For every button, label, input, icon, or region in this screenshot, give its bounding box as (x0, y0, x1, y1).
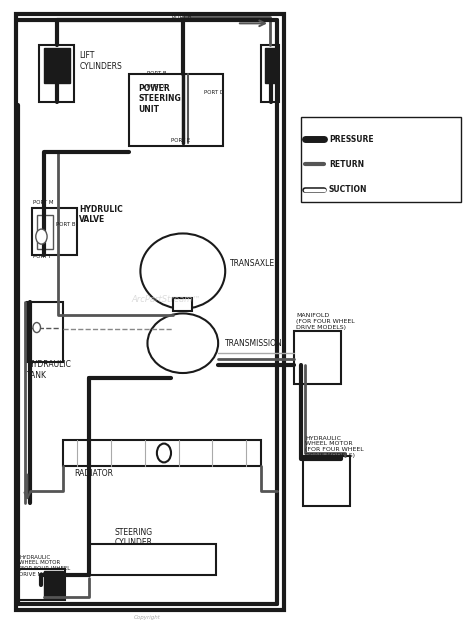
Text: RADIATOR: RADIATOR (74, 469, 113, 478)
Bar (36, 215, 53, 249)
Bar (27, 302, 63, 362)
Bar (39, 45, 74, 101)
Bar (293, 331, 341, 384)
Text: HYDRAULIC
WHEEL MOTOR
(FOR FOUR WHEEL
DRIVE MODELS): HYDRAULIC WHEEL MOTOR (FOR FOUR WHEEL DR… (305, 435, 364, 458)
Text: HYDRAULIC
WHEEL MOTOR
(FOR FOUR WHEEL
DRIVE MODELS): HYDRAULIC WHEEL MOTOR (FOR FOUR WHEEL DR… (19, 554, 71, 577)
Bar (63, 440, 261, 466)
Text: PORT B: PORT B (147, 71, 167, 76)
Text: PORT B: PORT B (56, 222, 75, 227)
Text: TRANSAXLE: TRANSAXLE (230, 259, 275, 268)
Text: Copyright: Copyright (134, 615, 161, 620)
Text: SUCTION: SUCTION (329, 185, 367, 194)
Text: ArcPartStream™: ArcPartStream™ (131, 295, 201, 304)
Text: STEERING
CYLINDER: STEERING CYLINDER (115, 528, 153, 547)
Bar (16, 14, 284, 610)
Bar (128, 74, 223, 146)
Text: MANIFOLD
(FOR FOUR WHEEL
DRIVE MODELS): MANIFOLD (FOR FOUR WHEEL DRIVE MODELS) (296, 313, 355, 329)
Text: PRESSURE: PRESSURE (329, 135, 374, 144)
Text: TRANSMISSION: TRANSMISSION (225, 339, 283, 348)
Bar (44, 49, 70, 83)
Bar (173, 298, 192, 311)
Ellipse shape (140, 234, 225, 309)
Bar (301, 117, 461, 202)
Text: PORT M: PORT M (33, 200, 54, 205)
Circle shape (33, 323, 40, 333)
Bar (18, 569, 65, 600)
Bar (261, 45, 279, 101)
Text: PORT D: PORT D (204, 90, 224, 95)
Bar (44, 571, 63, 598)
Circle shape (157, 444, 171, 462)
Text: POWER
STEERING
UNIT: POWER STEERING UNIT (138, 84, 181, 113)
Bar (303, 456, 350, 507)
Text: HYDRULIC
VALVE: HYDRULIC VALVE (79, 205, 123, 224)
Text: PORT F: PORT F (33, 254, 52, 259)
Ellipse shape (147, 314, 218, 373)
Bar (32, 209, 77, 255)
Bar (265, 49, 277, 83)
Text: RETURN: RETURN (329, 160, 364, 169)
Text: PORT B: PORT B (172, 14, 191, 20)
Text: PORT C: PORT C (147, 84, 167, 89)
Text: HYDRAULIC
TANK: HYDRAULIC TANK (27, 360, 71, 380)
Circle shape (36, 229, 47, 244)
Text: LIFT
CYLINDERS: LIFT CYLINDERS (79, 51, 122, 71)
Text: PORT E: PORT E (171, 138, 190, 143)
Bar (89, 544, 216, 575)
